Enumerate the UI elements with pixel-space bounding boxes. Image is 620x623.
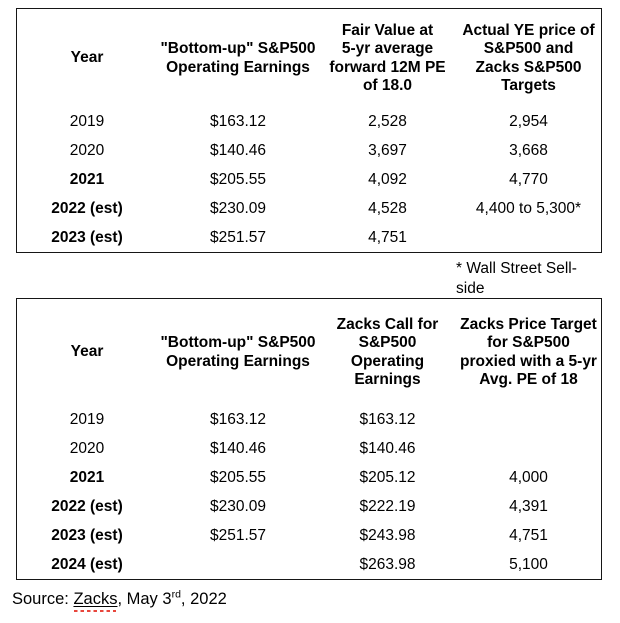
col-header-operating-earnings: "Bottom-up" S&P500 Operating Earnings <box>160 40 316 76</box>
table-row: 2024 (est) $263.98 5,100 <box>17 550 601 579</box>
cell-earnings: $251.57 <box>209 228 267 246</box>
source-date-part2: , 2022 <box>180 590 227 608</box>
cell-zacks_call: $163.12 <box>359 411 416 429</box>
cell-earnings: $230.09 <box>209 497 267 515</box>
cell-price_target: 4,000 <box>509 469 548 487</box>
table-row: 2019 $163.12 $163.12 <box>17 406 601 435</box>
zacks-call-and-price-target-table: Year "Bottom-up" S&P500 Operating Earnin… <box>16 298 602 580</box>
cell-zacks_call: $243.98 <box>359 526 416 544</box>
table-row: 2023 (est) $251.57 $243.98 4,751 <box>17 521 601 550</box>
col-header-year: Year <box>70 49 104 67</box>
cell-earnings: $205.55 <box>209 170 267 188</box>
cell-year: 2020 <box>69 142 105 160</box>
cell-fair_value: 4,092 <box>368 170 407 188</box>
cell-price_target: 5,100 <box>509 555 548 573</box>
table-row: 2020 $140.46 3,697 3,668 <box>17 137 601 166</box>
cell-year: 2021 <box>69 170 105 188</box>
cell-fair_value: 3,697 <box>368 142 407 160</box>
table-row: 2019 $163.12 2,528 2,954 <box>17 108 601 137</box>
cell-year: 2019 <box>69 113 105 131</box>
col-header-zacks-price-target: Zacks Price Target for S&P500 proxied wi… <box>460 315 597 389</box>
cell-actual <box>456 223 601 252</box>
cell-zacks_call: $222.19 <box>359 497 416 515</box>
cell-zacks_call: $263.98 <box>359 555 416 573</box>
cell-earnings: $163.12 <box>209 411 267 429</box>
cell-zacks_call: $140.46 <box>359 440 416 458</box>
source-ordinal-superscript: rd <box>171 588 181 601</box>
cell-year: 2020 <box>69 440 105 458</box>
cell-earnings: $251.57 <box>209 526 267 544</box>
cell-year: 2022 (est) <box>51 199 123 217</box>
col-header-fair-value: Fair Value at 5-yr average forward 12M P… <box>329 21 446 95</box>
source-zacks-link: Zacks <box>73 590 118 612</box>
cell-price_target <box>456 406 601 435</box>
table1-header: Year "Bottom-up" S&P500 Operating Earnin… <box>17 9 601 108</box>
cell-fair_value: 4,528 <box>368 199 407 217</box>
source-prefix: Source: <box>12 590 74 608</box>
table2-body: 2019 $163.12 $163.12 2020 $140.46 $140.46 2021… <box>17 406 601 579</box>
cell-actual: 4,400 to 5,300* <box>475 199 582 217</box>
cell-earnings: $140.46 <box>209 142 267 160</box>
cell-price_target: 4,751 <box>509 526 548 544</box>
cell-actual: 3,668 <box>509 142 548 160</box>
cell-year: 2022 (est) <box>51 497 123 515</box>
cell-earnings: $140.46 <box>209 440 267 458</box>
wall-street-sellside-footnote: * Wall Street Sell-side <box>456 260 577 297</box>
col-header-actual-ye-price: Actual YE price of S&P500 and Zacks S&P5… <box>462 21 595 95</box>
table2-header: Year "Bottom-up" S&P500 Operating Earnin… <box>17 299 601 406</box>
cell-fair_value: 4,751 <box>368 228 407 246</box>
table-row: 2020 $140.46 $140.46 <box>17 435 601 464</box>
table-row: 2021 $205.55 $205.12 4,000 <box>17 464 601 493</box>
cell-year: 2023 (est) <box>51 228 123 246</box>
cell-earnings: $205.55 <box>209 469 267 487</box>
cell-zacks_call: $205.12 <box>359 469 416 487</box>
cell-fair_value: 2,528 <box>368 113 407 131</box>
cell-price_target <box>456 435 601 464</box>
col-header-operating-earnings: "Bottom-up" S&P500 Operating Earnings <box>160 334 316 370</box>
cell-year: 2023 (est) <box>51 526 123 544</box>
fair-value-vs-actual-price-table: Year "Bottom-up" S&P500 Operating Earnin… <box>16 8 602 253</box>
table-row: 2021 $205.55 4,092 4,770 <box>17 166 601 195</box>
col-header-zacks-call: Zacks Call for S&P500 Operating Earnings <box>336 315 439 389</box>
col-header-year: Year <box>70 343 104 361</box>
source-citation: Source: Zacks, May 3rd, 2022 <box>12 588 227 612</box>
cell-earnings <box>157 550 319 579</box>
source-date-part1: , May 3 <box>117 590 172 608</box>
cell-earnings: $230.09 <box>209 199 267 217</box>
table-row: 2022 (est) $230.09 $222.19 4,391 <box>17 492 601 521</box>
cell-year: 2021 <box>69 469 105 487</box>
table2-header-row: Year "Bottom-up" S&P500 Operating Earnin… <box>17 299 601 406</box>
table-row: 2023 (est) $251.57 4,751 <box>17 223 601 252</box>
cell-year: 2024 (est) <box>51 555 123 573</box>
table-row: 2022 (est) $230.09 4,528 4,400 to 5,300* <box>17 194 601 223</box>
table1-body: 2019 $163.12 2,528 2,954 2020 $140.46 3,697 3,6… <box>17 108 601 252</box>
cell-actual: 2,954 <box>509 113 548 131</box>
cell-price_target: 4,391 <box>509 497 548 515</box>
cell-earnings: $163.12 <box>209 113 267 131</box>
table1-header-row: Year "Bottom-up" S&P500 Operating Earnin… <box>17 9 601 108</box>
cell-year: 2019 <box>69 411 105 429</box>
cell-actual: 4,770 <box>509 170 548 188</box>
